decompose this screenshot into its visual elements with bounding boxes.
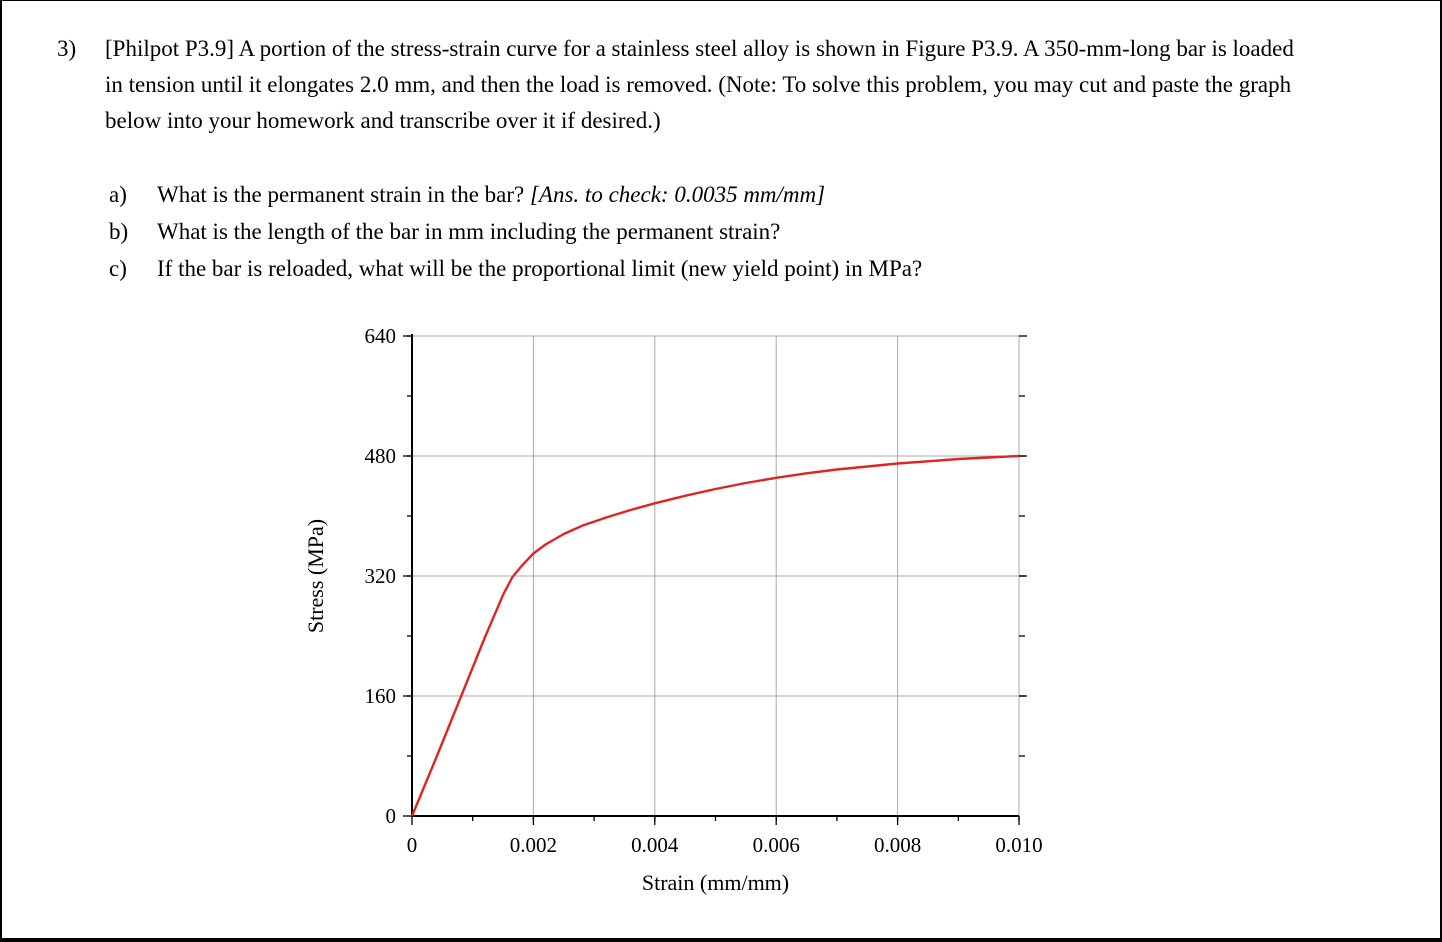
y-tick-label: 0 [386, 804, 397, 828]
x-tick-label: 0.006 [753, 833, 800, 857]
question-b-text: What is the length of the bar in mm incl… [157, 219, 781, 244]
problem-statement: 3) [Philpot P3.9] A portion of the stres… [57, 31, 1400, 139]
x-axis-title: Strain (mm/mm) [642, 870, 789, 895]
question-a-label: a) [109, 182, 127, 207]
question-a-answer-note: [Ans. to check: 0.0035 mm/mm] [529, 182, 826, 207]
x-tick-label: 0 [407, 833, 418, 857]
y-tick-label: 480 [365, 444, 397, 468]
stress-strain-chart: 0 0.002 0.004 0.006 0.008 0.010 0 160 320 480 640 S… [303, 324, 1043, 895]
question-list: a) What is the permanent strain in the b… [109, 176, 1400, 287]
question-c-text: If the bar is reloaded, what will be the… [157, 256, 923, 281]
question-a: a) What is the permanent strain in the b… [109, 176, 1400, 213]
question-b: b) What is the length of the bar in mm i… [109, 213, 1400, 250]
question-c-label: c) [109, 256, 127, 281]
x-tick-label: 0.004 [631, 833, 679, 857]
y-tick-label: 160 [365, 684, 397, 708]
x-tick-label: 0.010 [995, 833, 1042, 857]
figure-p3-9: 0 0.002 0.004 0.006 0.008 0.010 0 160 320 480 640 S… [297, 320, 1400, 910]
question-c: c) If the bar is reloaded, what will be … [109, 250, 1400, 287]
y-tick-label: 320 [365, 564, 397, 588]
problem-number: 3) [57, 36, 77, 61]
problem-text: [Philpot P3.9] A portion of the stress-s… [105, 36, 1294, 133]
y-axis-title: Stress (MPa) [303, 519, 328, 633]
y-tick-label: 640 [365, 324, 397, 348]
question-b-label: b) [109, 219, 129, 244]
question-a-body: What is the permanent strain in the bar? [157, 182, 530, 207]
x-tick-label: 0.008 [874, 833, 921, 857]
stress-strain-curve [410, 454, 1020, 817]
question-a-text: What is the permanent strain in the bar?… [157, 176, 825, 213]
x-tick-label: 0.002 [510, 833, 557, 857]
